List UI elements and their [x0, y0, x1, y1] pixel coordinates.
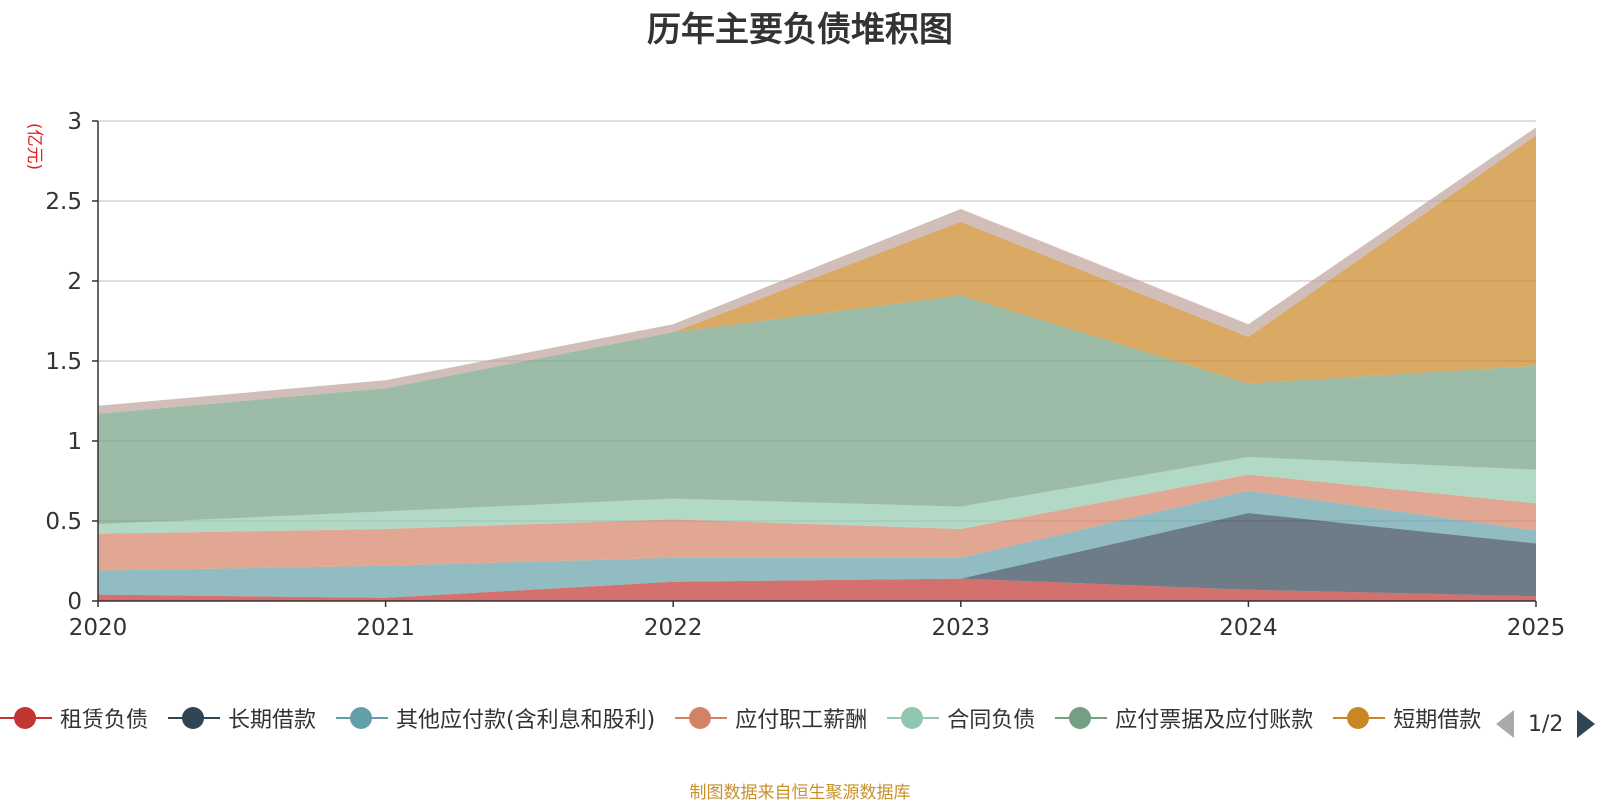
x-tick-label: 2025	[1507, 615, 1566, 641]
y-tick-label: 0.5	[45, 509, 82, 535]
legend-next-page-icon[interactable]	[1577, 710, 1596, 738]
data-source-note: 制图数据来自恒生聚源数据库	[689, 783, 911, 803]
y-tick-label: 2.5	[45, 189, 82, 215]
legend-label: 租赁负债	[60, 708, 149, 733]
area-series-7[interactable]	[98, 127, 1536, 414]
area-series-3[interactable]	[98, 474, 1536, 571]
legend-item[interactable]: 长期借款	[168, 702, 316, 734]
area-series-1[interactable]	[98, 513, 1536, 598]
chart-legend: 租赁负债 长期借款 其他应付款(含利息和股利) 应付职工薪酬 合同负债 应付票据及应付账款…	[0, 700, 1485, 736]
area-series-0[interactable]	[98, 578, 1536, 601]
x-tick-label: 2022	[644, 615, 703, 641]
legend-label: 短期借款	[1393, 708, 1482, 733]
legend-prev-page-icon[interactable]	[1496, 710, 1514, 738]
y-tick-label: 3	[67, 109, 82, 135]
legend-label: 长期借款	[228, 708, 317, 733]
legend-item[interactable]: 应付票据及应付账款	[1055, 702, 1313, 734]
legend-pager: 1/2	[1496, 706, 1596, 742]
y-tick-label: 1	[67, 429, 82, 455]
legend-label: 合同负债	[947, 708, 1036, 733]
area-series-6[interactable]	[98, 135, 1536, 414]
x-tick-label: 2024	[1219, 615, 1278, 641]
legend-marker-icon	[0, 706, 52, 730]
legend-item[interactable]: 短期借款	[1333, 702, 1481, 734]
legend-marker-icon	[336, 706, 389, 730]
x-tick-label: 2023	[932, 615, 991, 641]
legend-marker-icon	[168, 706, 221, 730]
area-series-4[interactable]	[98, 457, 1536, 534]
legend-label: 应付票据及应付账款	[1115, 708, 1314, 733]
legend-marker-icon	[1055, 706, 1108, 730]
legend-item[interactable]: 应付职工薪酬	[675, 702, 867, 734]
x-tick-label: 2021	[356, 615, 415, 641]
y-tick-label: 1.5	[45, 349, 82, 375]
y-tick-label: 2	[67, 269, 82, 295]
legend-label: 应付职工薪酬	[735, 708, 868, 733]
legend-marker-icon	[887, 706, 940, 730]
legend-page-indicator: 1/2	[1528, 711, 1564, 737]
area-series-5[interactable]	[98, 295, 1536, 525]
y-tick-label: 0	[67, 589, 82, 615]
legend-item[interactable]: 租赁负债	[0, 702, 148, 734]
x-tick-label: 2020	[69, 615, 128, 641]
legend-label: 其他应付款(含利息和股利)	[396, 708, 656, 733]
legend-item[interactable]: 其他应付款(含利息和股利)	[336, 702, 655, 734]
legend-marker-icon	[1333, 706, 1386, 730]
legend-item[interactable]: 合同负债	[887, 702, 1035, 734]
legend-marker-icon	[675, 706, 728, 730]
area-series-2[interactable]	[98, 490, 1536, 598]
chart-title: 历年主要负债堆积图	[647, 10, 953, 50]
chart-plot: 0 0.5 1 1.5 2 2.5 3 2020 2021 2022 2023 2024 2025	[45, 109, 1566, 641]
